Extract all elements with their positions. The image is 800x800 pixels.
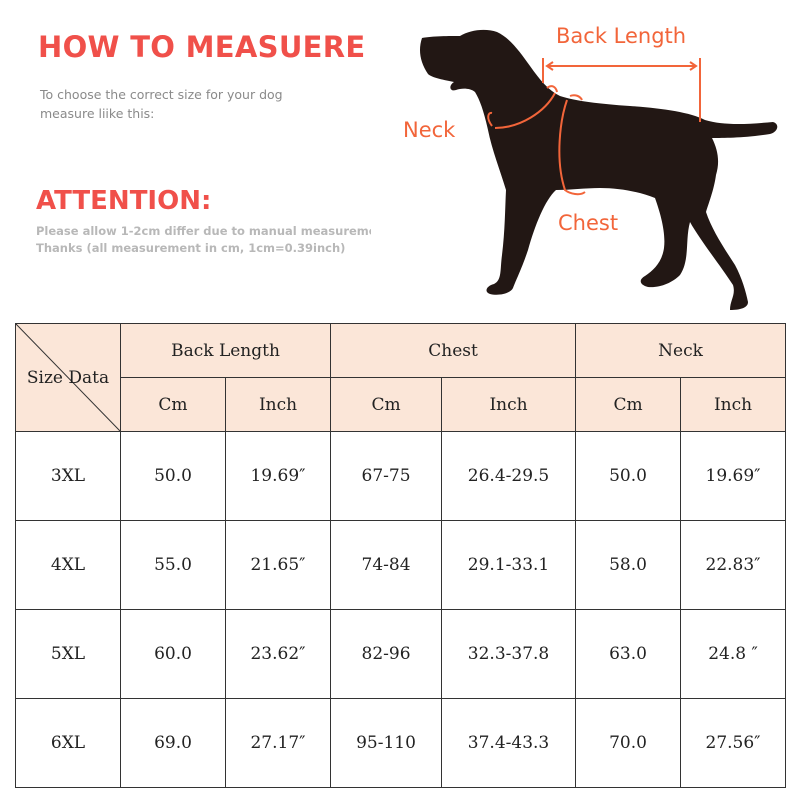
neck-cm-cell: 63.0 xyxy=(575,609,682,699)
instructions-text: To choose the correct size for your dog … xyxy=(40,85,340,123)
back-length-cm-cell: 55.0 xyxy=(120,520,226,610)
size-cell: 5XL xyxy=(15,609,121,699)
dog-silhouette-icon xyxy=(420,29,778,310)
neck-inch-cell: 19.69″ xyxy=(680,431,787,521)
instructions-line-1: To choose the correct size for your dog xyxy=(40,87,283,102)
chest-cm-cell: 74-84 xyxy=(330,520,443,610)
back-length-label: Back Length xyxy=(556,24,687,48)
neck-inch-cell: 24.8 ″ xyxy=(680,609,787,699)
header-neck-cm: Cm xyxy=(575,377,682,432)
chest-inch-cell: 29.1-33.1 xyxy=(441,520,577,610)
page-title: HOW TO MEASUERE xyxy=(38,30,366,64)
neck-cm-cell: 50.0 xyxy=(575,431,682,521)
dog-measurement-diagram: Back Length Neck Chest xyxy=(380,0,800,320)
neck-label: Neck xyxy=(403,118,456,142)
back-length-cm-cell: 50.0 xyxy=(120,431,226,521)
table-row: 4XL 55.0 21.65″ 74-84 29.1-33.1 58.0 22.… xyxy=(15,520,787,610)
table-row: 3XL 50.0 19.69″ 67-75 26.4-29.5 50.0 19.… xyxy=(15,431,787,521)
size-cell: 3XL xyxy=(15,431,121,521)
table-row: 5XL 60.0 23.62″ 82-96 32.3-37.8 63.0 24.… xyxy=(15,609,787,699)
chest-cm-cell: 82-96 xyxy=(330,609,443,699)
neck-cm-cell: 70.0 xyxy=(575,698,682,788)
size-cell: 4XL xyxy=(15,520,121,610)
chest-label: Chest xyxy=(558,211,619,235)
size-chart-table: Size Data Back Length Chest Neck Cm Inch… xyxy=(15,323,787,788)
back-length-inch-cell: 23.62″ xyxy=(224,609,332,699)
neck-inch-cell: 27.56″ xyxy=(680,698,787,788)
header-back-length-cm: Cm xyxy=(120,377,226,432)
back-length-cm-cell: 69.0 xyxy=(120,698,226,788)
header-neck: Neck xyxy=(575,323,787,378)
header-chest-cm: Cm xyxy=(330,377,443,432)
chest-inch-cell: 37.4-43.3 xyxy=(441,698,577,788)
header-chest-inch: Inch xyxy=(441,377,577,432)
attention-heading: ATTENTION: xyxy=(36,186,212,216)
back-length-inch-cell: 21.65″ xyxy=(224,520,332,610)
attention-line-1: Please allow 1-2cm differ due to manual … xyxy=(36,224,371,238)
neck-inch-cell: 22.83″ xyxy=(680,520,787,610)
chest-cm-cell: 95-110 xyxy=(330,698,443,788)
chest-cm-cell: 67-75 xyxy=(330,431,443,521)
table-header-row-groups: Size Data Back Length Chest Neck xyxy=(15,323,787,432)
attention-note: Please allow 1-2cm differ due to manual … xyxy=(36,223,371,257)
back-length-inch-cell: 27.17″ xyxy=(224,698,332,788)
chest-inch-cell: 32.3-37.8 xyxy=(441,609,577,699)
header-back-length: Back Length xyxy=(119,323,332,378)
diagonal-divider-icon xyxy=(16,324,120,431)
header-neck-inch: Inch xyxy=(680,377,787,432)
instructions-line-2: measure liike this: xyxy=(40,106,155,121)
header-back-length-inch: Inch xyxy=(224,377,332,432)
chest-inch-cell: 26.4-29.5 xyxy=(441,431,577,521)
size-cell: 6XL xyxy=(15,698,121,788)
attention-line-2: Thanks (all measurement in cm, 1cm=0.39i… xyxy=(36,241,346,255)
table-row: 6XL 69.0 27.17″ 95-110 37.4-43.3 70.0 27… xyxy=(15,698,787,788)
neck-cm-cell: 58.0 xyxy=(575,520,682,610)
table-header-row-units: Cm Inch Cm Inch Cm Inch xyxy=(16,377,787,432)
back-length-cm-cell: 60.0 xyxy=(120,609,226,699)
back-length-inch-cell: 19.69″ xyxy=(224,431,332,521)
size-data-corner-cell: Size Data xyxy=(15,323,121,432)
header-chest: Chest xyxy=(330,323,577,378)
size-data-label: Size Data xyxy=(26,367,110,388)
